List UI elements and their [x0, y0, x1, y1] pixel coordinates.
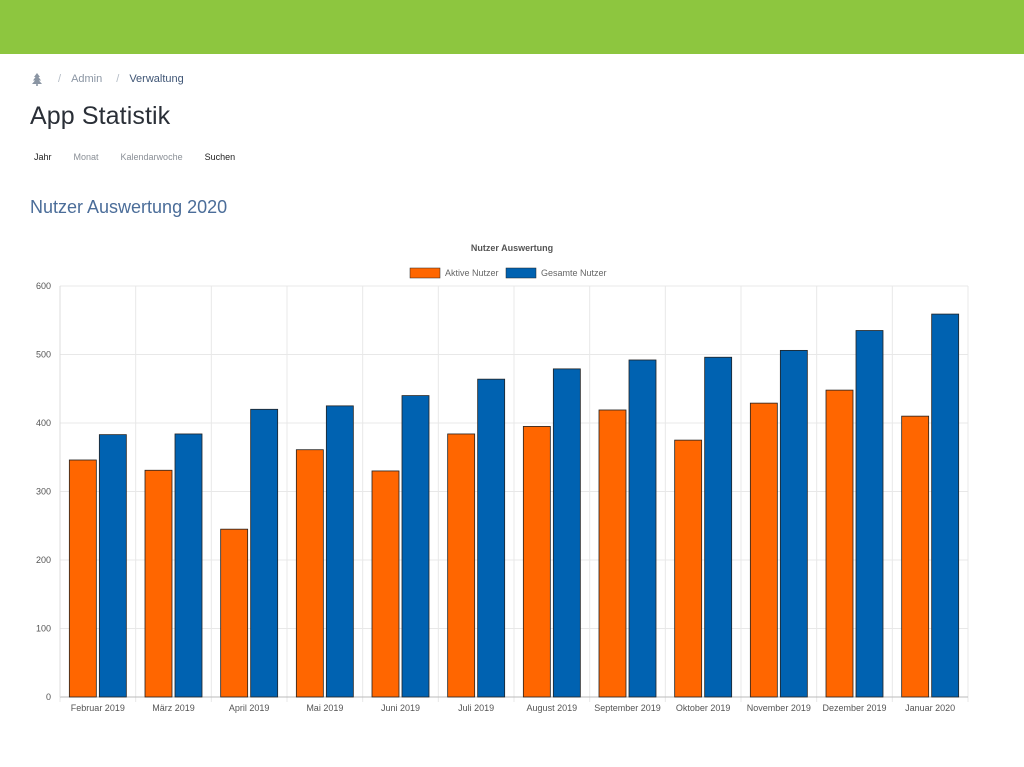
x-tick-label: November 2019 — [747, 703, 811, 713]
bar-gesamte-nutzer — [325, 405, 354, 698]
breadcrumb: / Admin / Verwaltung — [30, 70, 184, 88]
bar-gesamte-nutzer — [931, 313, 960, 698]
bar-gesamte-nutzer — [779, 349, 808, 698]
x-tick-label: Mai 2019 — [306, 703, 343, 713]
bar-gesamte-nutzer — [628, 359, 657, 698]
bar-gesamte-nutzer — [855, 330, 884, 698]
bar-aktive-nutzer — [749, 402, 778, 698]
bar-aktive-nutzer — [68, 459, 97, 698]
y-tick-label: 200 — [36, 555, 51, 565]
y-tick-label: 400 — [36, 418, 51, 428]
bar-gesamte-nutzer — [401, 395, 430, 698]
y-tick-label: 100 — [36, 624, 51, 634]
bar-aktive-nutzer — [522, 426, 551, 698]
x-tick-label: Januar 2020 — [905, 703, 955, 713]
top-bar — [0, 0, 1024, 54]
breadcrumb-admin[interactable]: Admin — [71, 73, 103, 85]
y-tick-label: 0 — [46, 692, 51, 702]
legend-swatch — [505, 267, 537, 279]
legend-swatch — [409, 267, 441, 279]
x-tick-label: September 2019 — [594, 703, 661, 713]
x-tick-label: März 2019 — [152, 703, 195, 713]
users-bar-chart: Nutzer Auswertung Aktive Nutzer Gesamte Nu… — [36, 243, 969, 713]
bar-aktive-nutzer — [144, 469, 173, 698]
y-tick-label: 600 — [36, 281, 51, 291]
legend-label: Gesamte Nutzer — [541, 268, 607, 278]
tab-monat[interactable]: Monat — [73, 152, 99, 162]
bar-aktive-nutzer — [295, 449, 324, 698]
x-tick-label: Juni 2019 — [381, 703, 420, 713]
bar-gesamte-nutzer — [704, 356, 733, 698]
bar-aktive-nutzer — [598, 409, 627, 698]
x-tick-label: August 2019 — [527, 703, 578, 713]
breadcrumb-separator: / — [58, 73, 62, 85]
y-tick-label: 300 — [36, 487, 51, 497]
y-tick-label: 500 — [36, 350, 51, 360]
breadcrumb-separator: / — [116, 73, 120, 85]
tab-suchen[interactable]: Suchen — [204, 152, 236, 162]
tab-kalendarwoche[interactable]: Kalendarwoche — [120, 152, 183, 162]
bar-gesamte-nutzer — [250, 408, 279, 698]
x-tick-label: Juli 2019 — [458, 703, 494, 713]
page-title: App Statistik — [30, 102, 171, 130]
bar-aktive-nutzer — [220, 528, 249, 698]
x-tick-label: Februar 2019 — [71, 703, 125, 713]
bar-aktive-nutzer — [447, 433, 476, 698]
bar-aktive-nutzer — [825, 389, 854, 698]
bar-gesamte-nutzer — [98, 434, 127, 698]
legend-label: Aktive Nutzer — [445, 268, 499, 278]
bar-gesamte-nutzer — [477, 378, 506, 698]
period-tabs: Jahr Monat Kalendarwoche Suchen — [34, 152, 257, 162]
bar-gesamte-nutzer — [552, 368, 581, 698]
chart-title: Nutzer Auswertung — [471, 243, 553, 253]
breadcrumb-verwaltung: Verwaltung — [129, 73, 184, 85]
tree-icon[interactable] — [30, 72, 44, 86]
bar-aktive-nutzer — [901, 415, 930, 698]
x-tick-label: Oktober 2019 — [676, 703, 731, 713]
section-title: Nutzer Auswertung 2020 — [30, 197, 228, 217]
x-tick-label: Dezember 2019 — [822, 703, 886, 713]
bar-aktive-nutzer — [674, 439, 703, 698]
bar-gesamte-nutzer — [174, 433, 203, 698]
bar-aktive-nutzer — [371, 470, 400, 698]
x-tick-label: April 2019 — [229, 703, 270, 713]
tab-jahr[interactable]: Jahr — [34, 152, 52, 162]
